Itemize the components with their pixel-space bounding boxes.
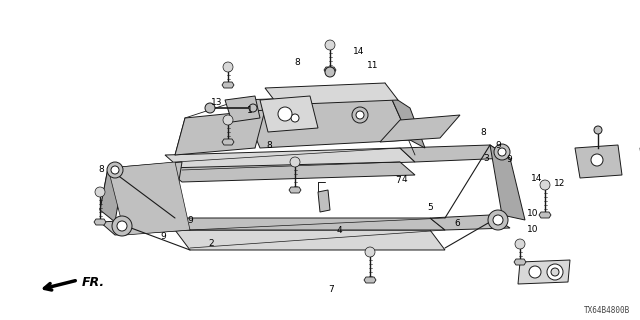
Ellipse shape xyxy=(356,111,364,119)
Ellipse shape xyxy=(111,166,119,174)
Ellipse shape xyxy=(107,162,123,178)
Text: 10: 10 xyxy=(527,225,538,234)
Text: 8: 8 xyxy=(481,128,486,137)
Text: 9: 9 xyxy=(188,216,193,225)
Polygon shape xyxy=(380,115,460,142)
Ellipse shape xyxy=(223,115,233,125)
Ellipse shape xyxy=(591,154,603,166)
Polygon shape xyxy=(175,218,445,230)
Polygon shape xyxy=(225,96,260,122)
Polygon shape xyxy=(222,139,234,145)
Text: 11: 11 xyxy=(367,61,378,70)
Text: 10: 10 xyxy=(527,209,538,218)
Ellipse shape xyxy=(365,247,375,257)
Text: 8: 8 xyxy=(295,58,300,67)
Text: 12: 12 xyxy=(554,180,566,188)
Ellipse shape xyxy=(547,264,563,280)
Text: 1: 1 xyxy=(247,106,252,115)
Text: 7: 7 xyxy=(396,176,401,185)
Ellipse shape xyxy=(249,104,257,112)
Ellipse shape xyxy=(488,210,508,230)
Polygon shape xyxy=(318,190,330,212)
Text: 9: 9 xyxy=(495,141,500,150)
Polygon shape xyxy=(100,162,182,210)
Ellipse shape xyxy=(515,239,525,249)
Ellipse shape xyxy=(205,103,215,113)
Polygon shape xyxy=(100,168,122,222)
Text: 4: 4 xyxy=(337,226,342,235)
Polygon shape xyxy=(400,145,510,162)
Text: 9: 9 xyxy=(506,156,511,164)
Polygon shape xyxy=(289,187,301,193)
Ellipse shape xyxy=(95,187,105,197)
Ellipse shape xyxy=(223,62,233,72)
Text: 5: 5 xyxy=(428,204,433,212)
Polygon shape xyxy=(390,95,425,148)
Polygon shape xyxy=(539,212,551,218)
Ellipse shape xyxy=(493,215,503,225)
Polygon shape xyxy=(175,230,445,250)
Polygon shape xyxy=(94,219,106,225)
Polygon shape xyxy=(324,67,336,73)
Polygon shape xyxy=(575,145,622,178)
Polygon shape xyxy=(100,218,190,235)
Polygon shape xyxy=(165,148,415,170)
Text: 8: 8 xyxy=(266,141,271,150)
Ellipse shape xyxy=(278,107,292,121)
Text: 13: 13 xyxy=(211,98,222,107)
Text: 9: 9 xyxy=(161,232,166,241)
Text: 8: 8 xyxy=(99,165,104,174)
Ellipse shape xyxy=(325,67,335,77)
Polygon shape xyxy=(514,259,526,265)
Text: 7: 7 xyxy=(329,285,334,294)
Polygon shape xyxy=(430,215,510,230)
Ellipse shape xyxy=(287,110,303,126)
Text: 3: 3 xyxy=(484,154,489,163)
Polygon shape xyxy=(222,82,234,88)
Polygon shape xyxy=(265,83,398,105)
Text: 14: 14 xyxy=(531,174,542,183)
Ellipse shape xyxy=(117,221,127,231)
Text: 4: 4 xyxy=(402,175,407,184)
Polygon shape xyxy=(240,95,410,148)
Polygon shape xyxy=(364,277,376,283)
Text: TX64B4800B: TX64B4800B xyxy=(584,306,630,315)
Text: FR.: FR. xyxy=(82,276,105,290)
Ellipse shape xyxy=(494,144,510,160)
Ellipse shape xyxy=(291,114,299,122)
Text: 14: 14 xyxy=(353,47,364,56)
Polygon shape xyxy=(175,110,265,155)
Ellipse shape xyxy=(540,180,550,190)
Polygon shape xyxy=(518,260,570,284)
Ellipse shape xyxy=(352,107,368,123)
Text: 2: 2 xyxy=(209,239,214,248)
Polygon shape xyxy=(165,162,415,182)
Ellipse shape xyxy=(498,148,506,156)
Ellipse shape xyxy=(529,266,541,278)
Ellipse shape xyxy=(551,268,559,276)
Ellipse shape xyxy=(112,216,132,236)
Polygon shape xyxy=(490,145,525,220)
Polygon shape xyxy=(108,162,190,235)
Text: 6: 6 xyxy=(455,220,460,228)
Ellipse shape xyxy=(290,157,300,167)
Polygon shape xyxy=(260,96,318,132)
Ellipse shape xyxy=(594,126,602,134)
Ellipse shape xyxy=(325,40,335,50)
